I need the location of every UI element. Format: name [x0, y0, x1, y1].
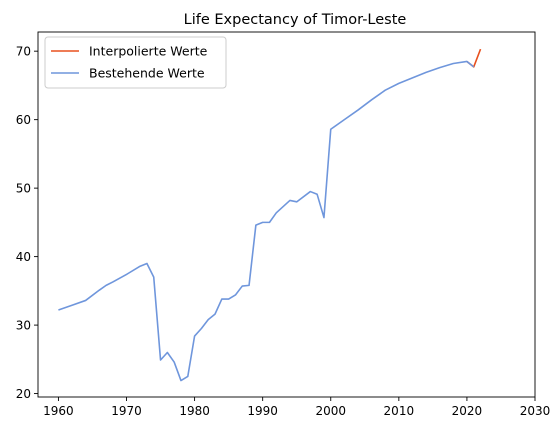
y-tick-label: 50 [16, 181, 31, 195]
series-line-existing [58, 60, 475, 382]
y-tick-label: 60 [16, 113, 31, 127]
plot-frame [37, 31, 536, 398]
x-tick-label: 2020 [452, 404, 483, 418]
axes-layer: 1960 1970 1980 1990 2000 2010 2020 203020304050… [16, 31, 551, 418]
x-tick-label: 2000 [315, 404, 346, 418]
x-tick-label: 1970 [111, 404, 142, 418]
x-tick-label: 2010 [384, 404, 415, 418]
x-tick-label: 1960 [43, 404, 74, 418]
legend-box [44, 36, 227, 89]
x-tick-label: 1980 [179, 404, 210, 418]
legend-label-existing: Bestehende Werte [89, 66, 205, 81]
plot-area [38, 32, 535, 397]
legend: Interpolierte Werte Bestehende Werte [44, 36, 227, 89]
y-tick-label: 30 [16, 318, 31, 332]
chart-title: Life Expectancy of Timor-Leste [184, 12, 407, 28]
y-tick-label: 70 [16, 44, 31, 58]
series-layer [58, 48, 482, 382]
legend-label-interpolated: Interpolierte Werte [89, 44, 208, 59]
y-tick-label: 40 [16, 250, 31, 264]
y-tick-label: 20 [16, 387, 31, 401]
x-tick-label: 1990 [247, 404, 278, 418]
x-tick-label: 2030 [520, 404, 551, 418]
